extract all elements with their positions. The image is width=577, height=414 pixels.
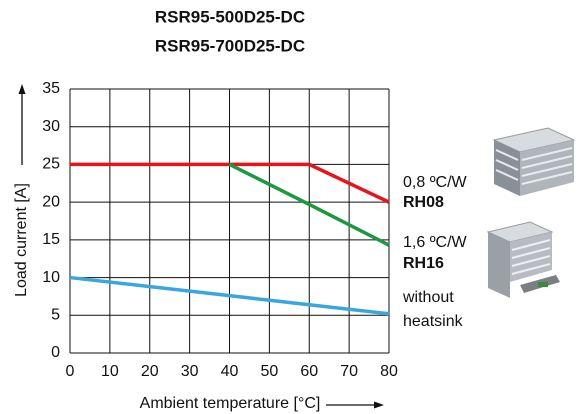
y-tick-label: 5 (51, 307, 60, 324)
legend-label: 1,6 ºC/W (403, 234, 468, 251)
x-tick-label: 70 (340, 363, 358, 380)
x-tick-label: 30 (181, 363, 199, 380)
y-tick-label: 30 (42, 118, 60, 135)
x-tick-label: 10 (101, 363, 119, 380)
legend-label: 0,8 ºC/W (403, 174, 468, 191)
series-line (70, 162, 390, 204)
x-axis-label: Ambient temperature [°C] (140, 395, 321, 412)
y-tick-label: 0 (51, 344, 60, 361)
chart-title: RSR95-700D25-DC (155, 36, 305, 55)
x-tick-label: 50 (260, 363, 278, 380)
y-arrow (18, 84, 26, 165)
y-axis-label: Load current [A] (13, 183, 30, 297)
series-line (69, 275, 390, 316)
legend-label: RH16 (403, 255, 444, 272)
y-tick-label: 25 (42, 156, 60, 173)
x-tick-label: 0 (66, 363, 75, 380)
heatsink-rh08 (492, 127, 576, 196)
heatsink-rh16 (486, 221, 560, 298)
legend-label: heatsink (403, 313, 464, 330)
legend-label: without (402, 289, 454, 306)
y-tick-label: 10 (42, 269, 60, 286)
x-tick-label: 60 (300, 363, 318, 380)
y-tick-label: 15 (42, 231, 60, 248)
y-tick-label: 20 (42, 193, 60, 210)
series-line (228, 162, 390, 247)
chart-title: RSR95-500D25-DC (155, 7, 305, 26)
x-tick-label: 80 (380, 363, 398, 380)
x-tick-label: 20 (141, 363, 159, 380)
legend-label: RH08 (403, 194, 444, 211)
y-tick-label: 35 (42, 80, 60, 97)
x-tick-label: 40 (221, 363, 239, 380)
x-arrow (326, 401, 384, 409)
